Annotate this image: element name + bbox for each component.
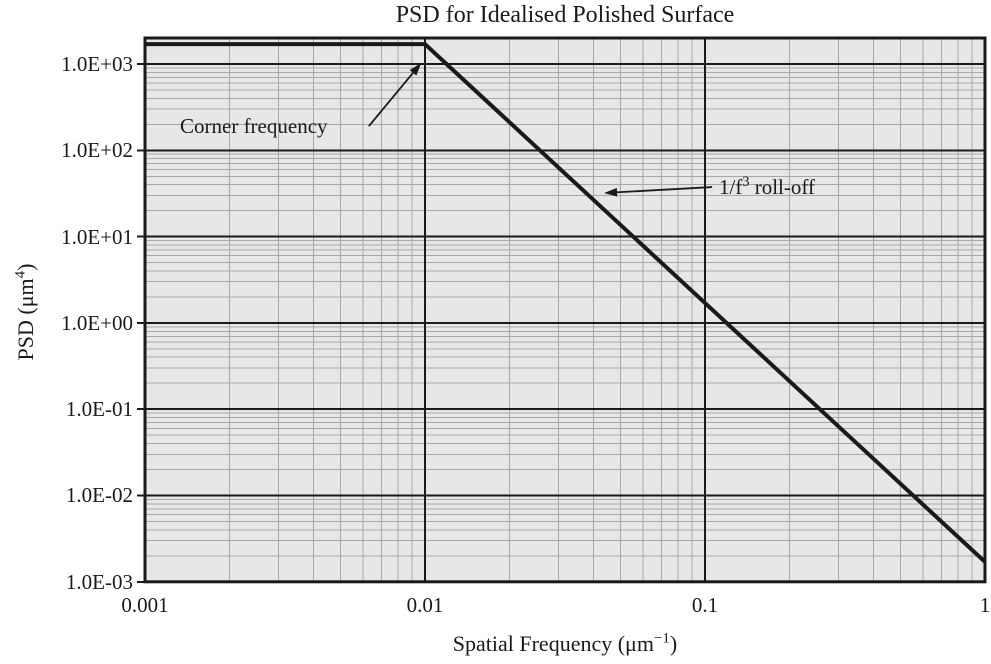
x-tick-label: 0.01: [406, 593, 444, 617]
y-tick-label: 1.0E-01: [65, 397, 133, 422]
rolloff-annotation-post: roll-off: [749, 175, 815, 199]
y-tick-label: 1.0E-03: [65, 569, 133, 594]
psd-line: [145, 42, 987, 564]
annotation-arrow-line-rolloff: [614, 186, 713, 194]
x-tick-label: 1: [979, 593, 991, 617]
x-axis-title-sup: −1: [653, 630, 670, 647]
plot-border: [143, 36, 987, 584]
annotation-arrowhead-corner: [409, 62, 422, 76]
x-axis-title: Spatial Frequency (μm−1): [145, 630, 985, 658]
plot-background: [145, 38, 985, 582]
y-tick-label: 1.0E+01: [61, 224, 133, 249]
y-tick-label: 1.0E+03: [61, 51, 133, 76]
x-tick-label: 0.001: [121, 593, 169, 617]
rolloff-annotation-pre: 1/f: [719, 175, 743, 199]
y-tick-label: 1.0E+00: [61, 310, 133, 335]
x-tick-label: 0.1: [691, 593, 719, 617]
y-axis-title-close: ): [13, 263, 38, 271]
annotation-arrowhead-rolloff: [604, 187, 618, 197]
annotation-arrow-line-corner: [368, 70, 415, 127]
corner-frequency-annotation: Corner frequency: [180, 114, 328, 138]
y-tick-label: 1.0E+02: [61, 138, 133, 163]
rolloff-annotation: 1/f3 roll-off: [719, 174, 815, 200]
rolloff-annotation-sup: 3: [742, 174, 750, 190]
x-axis-title-text: Spatial Frequency (μm: [452, 631, 654, 656]
y-tick-label: 1.0E-02: [65, 483, 133, 508]
x-axis-title-close: ): [669, 631, 678, 656]
chart-title: PSD for Idealised Polished Surface: [395, 2, 735, 28]
y-axis-title-sup: 4: [12, 270, 29, 279]
